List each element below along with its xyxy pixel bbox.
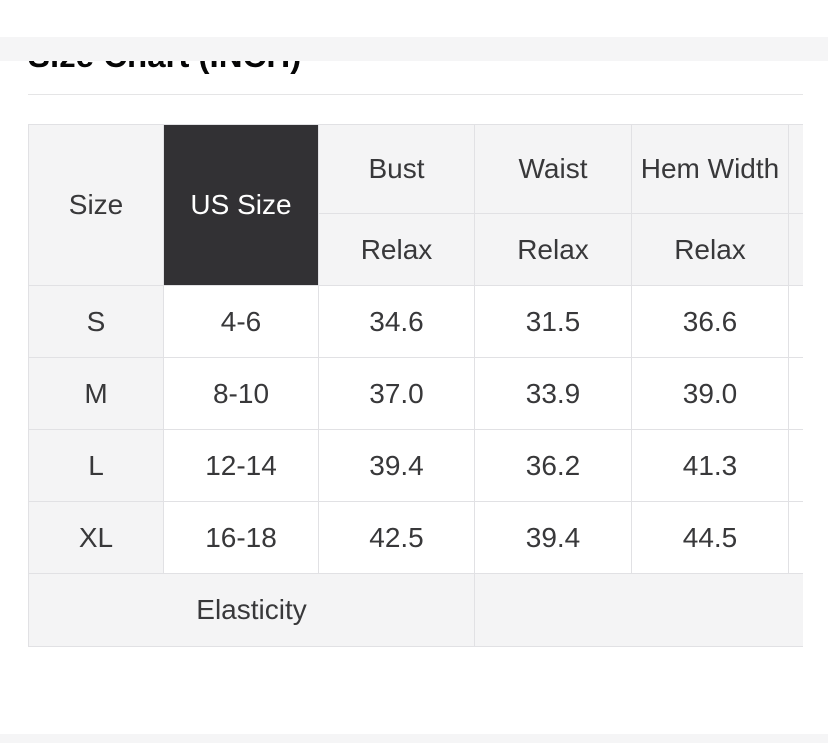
us-size-cell: 12-14 xyxy=(163,429,319,502)
fit-header-hem-width: Relax xyxy=(631,213,789,286)
column-header-waist: Waist xyxy=(474,124,632,214)
size-chart-scroll-container[interactable]: Size US Size Bust Waist Hem Width Relax … xyxy=(28,124,803,647)
table-row-size-l: L 12-14 39.4 36.2 41.3 xyxy=(28,429,803,502)
bust-value-cell: 42.5 xyxy=(318,501,475,574)
size-label-cell: M xyxy=(28,357,164,430)
waist-value-cell: 36.2 xyxy=(474,429,632,502)
column-header-us-size-highlighted: US Size xyxy=(163,124,319,286)
bust-value-cell: 34.6 xyxy=(318,285,475,358)
us-size-cell: 16-18 xyxy=(163,501,319,574)
column-header-clipped xyxy=(788,124,803,214)
us-size-cell: 4-6 xyxy=(163,285,319,358)
column-header-size: Size xyxy=(28,124,164,286)
elasticity-label-cell: Elasticity xyxy=(28,573,475,647)
column-header-bust: Bust xyxy=(318,124,475,214)
table-row-size-xl: XL 16-18 42.5 39.4 44.5 xyxy=(28,501,803,574)
us-size-cell: 8-10 xyxy=(163,357,319,430)
clipped-value-cell xyxy=(788,357,803,430)
size-label-cell: S xyxy=(28,285,164,358)
clipped-value-cell xyxy=(788,429,803,502)
hem-width-value-cell: 36.6 xyxy=(631,285,789,358)
title-divider xyxy=(28,94,803,95)
bust-value-cell: 37.0 xyxy=(318,357,475,430)
hem-width-value-cell: 41.3 xyxy=(631,429,789,502)
hem-width-value-cell: 44.5 xyxy=(631,501,789,574)
table-row-size-s: S 4-6 34.6 31.5 36.6 xyxy=(28,285,803,358)
header-row-measurements: Size US Size Bust Waist Hem Width xyxy=(28,124,803,286)
fit-header-bust: Relax xyxy=(318,213,475,286)
size-chart-table: Size US Size Bust Waist Hem Width Relax … xyxy=(28,124,803,647)
waist-value-cell: 39.4 xyxy=(474,501,632,574)
fit-header-waist: Relax xyxy=(474,213,632,286)
waist-value-cell: 31.5 xyxy=(474,285,632,358)
fit-header-clipped xyxy=(788,213,803,286)
size-label-cell: XL xyxy=(28,501,164,574)
size-chart-page: Size Chart (INCH) Size US Size Bust Wais… xyxy=(28,37,803,647)
column-header-hem-width: Hem Width xyxy=(631,124,789,214)
table-row-size-m: M 8-10 37.0 33.9 39.0 xyxy=(28,357,803,430)
hem-width-value-cell: 39.0 xyxy=(631,357,789,430)
top-edge-strip xyxy=(0,37,828,61)
header-row-fit: Relax Relax Relax xyxy=(29,213,803,286)
elasticity-value-cell xyxy=(474,573,803,647)
clipped-value-cell xyxy=(788,285,803,358)
bust-value-cell: 39.4 xyxy=(318,429,475,502)
bottom-edge-strip xyxy=(0,734,828,743)
size-label-cell: L xyxy=(28,429,164,502)
waist-value-cell: 33.9 xyxy=(474,357,632,430)
clipped-value-cell xyxy=(788,501,803,574)
table-row-elasticity: Elasticity xyxy=(28,573,803,647)
